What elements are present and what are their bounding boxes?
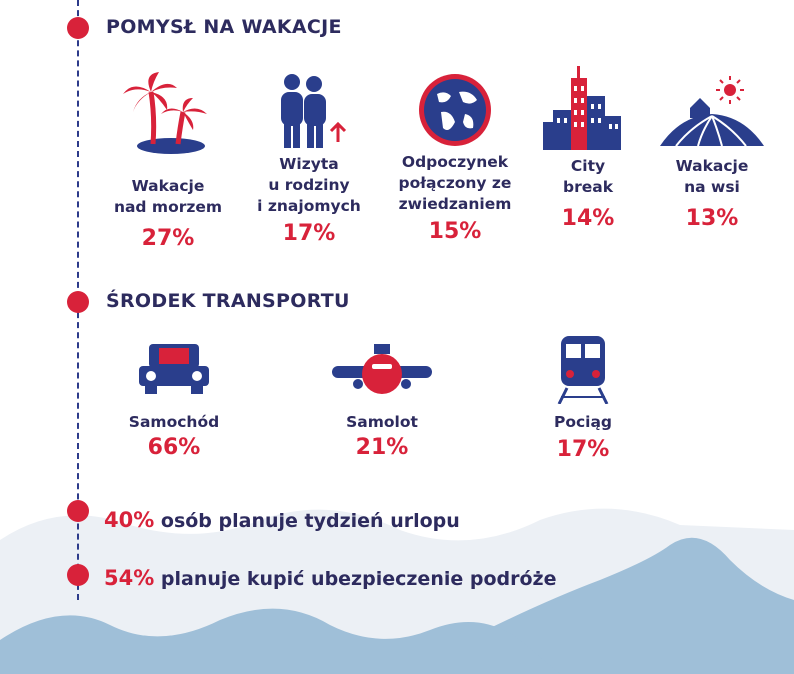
transport-label: Pociąg [553,413,613,431]
farm-icon [660,76,764,147]
transport-item-car: Samochód 66% [114,344,234,460]
plane-icon [332,344,432,394]
stat-bullet [67,500,89,522]
palm-island-icon [123,72,207,154]
train-icon [557,336,609,404]
section-title-vacation: POMYSŁ NA WAKACJE [106,16,342,38]
percent: 17% [556,437,610,462]
transport-item-plane: Samolot 21% [322,344,442,460]
vacation-item-countryside: Wakacje na wsi 13% [652,76,772,231]
globe-icon [419,74,491,146]
percent: 66% [147,435,201,460]
section-bullet [67,17,89,39]
transport-label: Samochód [128,413,220,431]
section-title-transport: ŚRODEK TRANSPORTU [106,290,350,312]
bottom-wave [0,608,560,674]
percent: 14% [561,206,615,231]
city-icon [543,66,621,150]
section-bullet [67,291,89,313]
vacation-item-sea: Wakacje nad morzem 27% [108,72,228,251]
vacation-item-family: Wizyta u rodziny i znajomych 17% [249,72,369,246]
percent: 21% [355,435,409,460]
percent: 13% [685,206,739,231]
car-icon [139,344,209,394]
vacation-item-city-break: City break 14% [528,66,648,231]
transport-label: Samolot [346,413,418,431]
percent: 27% [141,226,195,251]
stat-vacation-week: 40% osób planuje tydzień urlopu [104,508,460,532]
vacation-item-sightseeing: Odpoczynek połączony ze zwiedzaniem 15% [395,72,515,244]
percent: 15% [428,219,482,244]
family-icon [281,74,347,148]
transport-item-train: Pociąg 17% [523,336,643,462]
percent: 17% [282,221,336,246]
stat-bullet [67,564,89,586]
stat-insurance: 54% planuje kupić ubezpieczenie podróże [104,566,557,590]
